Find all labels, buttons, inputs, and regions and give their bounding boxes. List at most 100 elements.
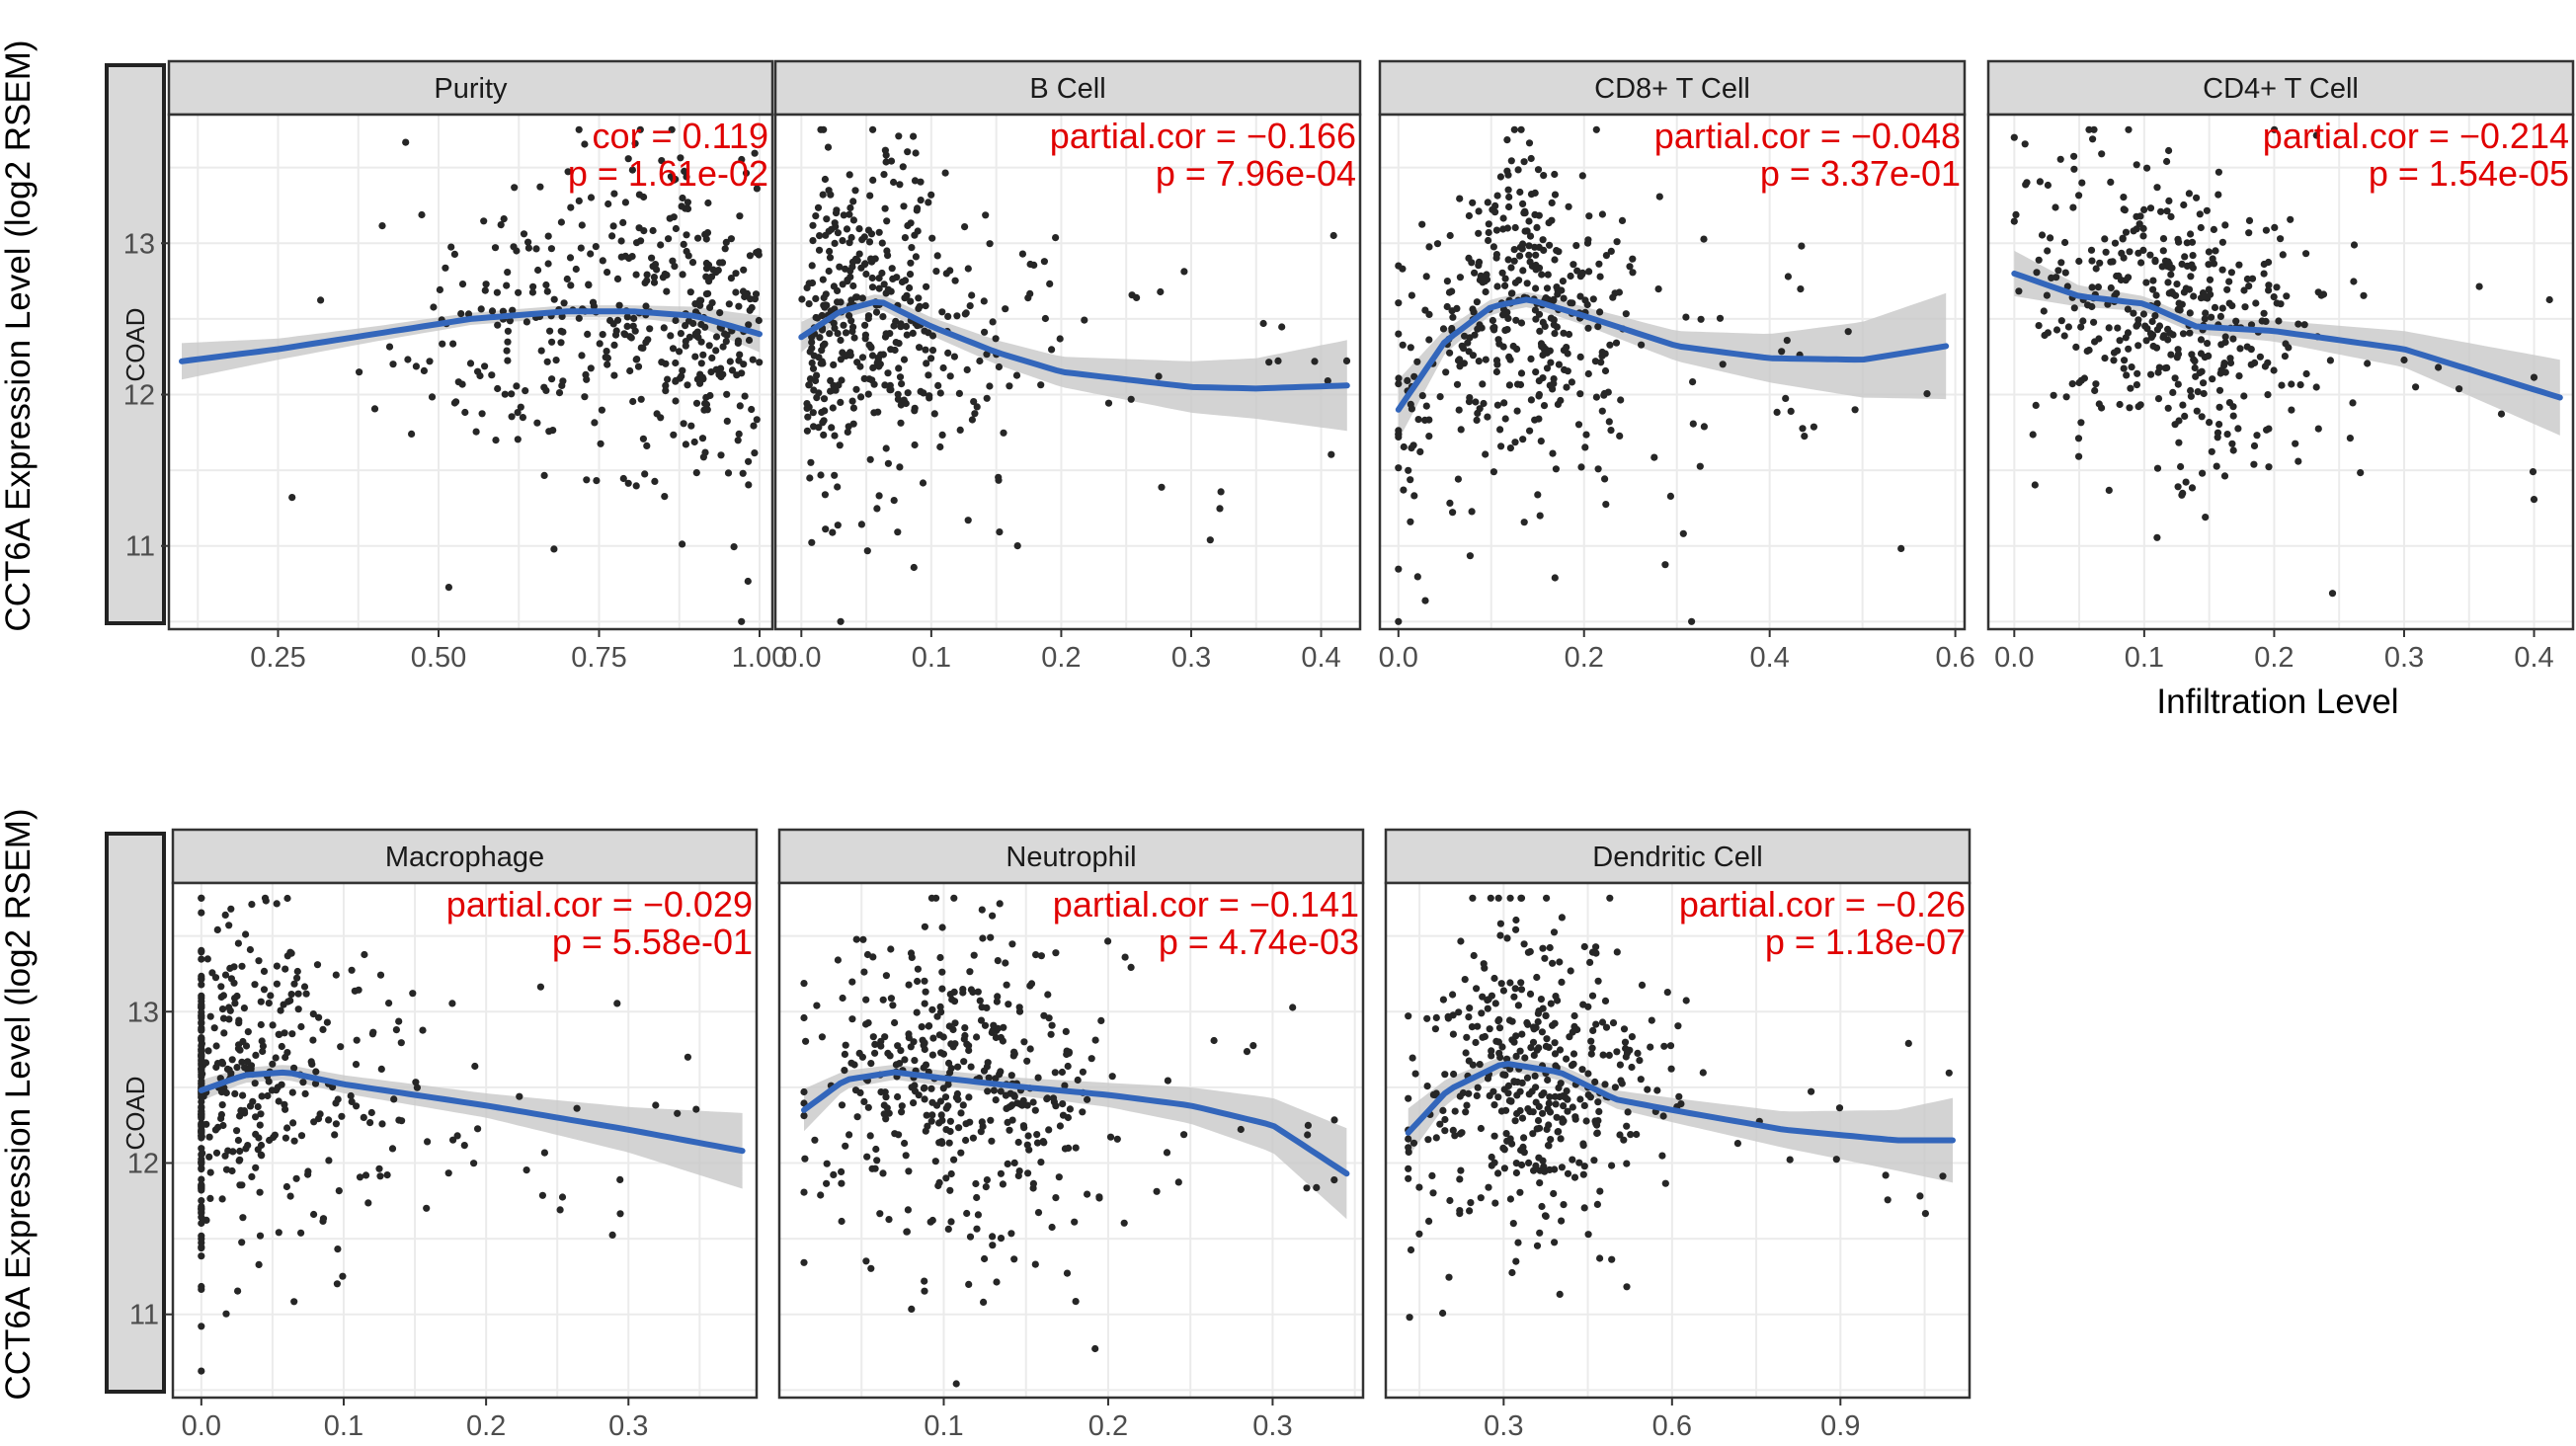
data-point — [1658, 1152, 1666, 1160]
data-point — [637, 344, 645, 352]
data-point — [939, 1050, 948, 1058]
data-point — [257, 1151, 265, 1159]
data-point — [989, 318, 997, 326]
data-point — [1405, 1174, 1412, 1182]
data-point — [1406, 1314, 1413, 1322]
data-point — [2032, 401, 2040, 409]
data-point — [899, 163, 907, 171]
data-point — [1061, 1082, 1069, 1089]
data-point — [988, 1028, 996, 1036]
data-point — [1470, 951, 1478, 960]
data-point — [213, 925, 221, 934]
data-point — [627, 334, 635, 342]
data-point — [1520, 519, 1528, 526]
data-point — [1456, 362, 1464, 370]
data-point — [2350, 241, 2359, 249]
data-point — [961, 1024, 969, 1032]
data-point — [1511, 279, 1519, 286]
data-point — [1531, 416, 1539, 424]
data-point — [1400, 486, 1408, 494]
data-point — [300, 983, 309, 991]
data-point — [1429, 1189, 1437, 1197]
data-point — [1047, 1030, 1055, 1038]
data-point — [917, 197, 925, 204]
data-point — [945, 1139, 953, 1147]
data-point — [1469, 199, 1477, 206]
data-point — [1623, 1283, 1631, 1291]
data-point — [560, 299, 568, 307]
y-axis-title-top: CCT6A Expression Level (log2 RSEM) — [0, 40, 38, 631]
data-point — [2360, 291, 2368, 299]
data-point — [362, 1171, 370, 1179]
data-point — [278, 1042, 285, 1051]
data-point — [2251, 359, 2259, 366]
data-point — [2212, 247, 2219, 255]
data-point — [1020, 1038, 1028, 1046]
data-point — [2250, 442, 2259, 449]
data-point — [984, 1059, 992, 1067]
data-point — [895, 1131, 903, 1139]
loess-fit-line — [179, 308, 763, 364]
data-point — [999, 1037, 1007, 1045]
data-point — [828, 225, 836, 233]
data-point — [575, 314, 583, 322]
data-point — [1527, 396, 1535, 404]
data-point — [492, 437, 500, 444]
data-point — [533, 419, 541, 427]
data-point — [2015, 287, 2023, 295]
data-point — [1551, 330, 1559, 338]
data-point — [335, 1187, 343, 1195]
data-point — [1457, 426, 1465, 434]
data-point — [1015, 1004, 1023, 1011]
data-point — [1465, 1089, 1473, 1097]
data-point — [447, 243, 455, 251]
data-point — [1650, 453, 1658, 461]
data-point — [963, 365, 971, 373]
data-point — [974, 1211, 983, 1219]
data-point — [1329, 231, 1337, 240]
data-point — [2226, 359, 2235, 367]
x-tick-label: 0.0 — [1994, 642, 2034, 674]
data-point — [281, 1029, 288, 1037]
data-point — [260, 986, 269, 994]
panel-border — [1986, 113, 2575, 631]
data-point — [674, 1109, 682, 1117]
data-point — [723, 417, 731, 425]
data-point — [986, 382, 994, 390]
data-point — [1032, 951, 1040, 959]
data-point — [1593, 1121, 1601, 1129]
data-point — [2287, 215, 2294, 223]
data-point — [269, 1060, 277, 1068]
data-point — [894, 395, 903, 403]
data-point — [1551, 256, 1559, 264]
data-point — [1498, 1043, 1506, 1051]
data-point — [1611, 1084, 1619, 1091]
data-point — [1449, 1030, 1457, 1038]
data-point — [742, 169, 751, 177]
data-point — [1548, 199, 1556, 206]
data-point — [986, 240, 994, 248]
data-point — [650, 274, 659, 281]
data-point — [2229, 335, 2237, 343]
data-point — [1569, 1156, 1576, 1164]
data-point — [873, 505, 881, 513]
data-point — [915, 294, 923, 302]
data-point — [2208, 313, 2215, 321]
data-point — [231, 1000, 239, 1007]
data-point — [2228, 440, 2236, 447]
data-point — [2223, 285, 2231, 293]
data-point — [504, 357, 512, 364]
data-point — [1600, 391, 1608, 399]
data-point — [921, 327, 928, 335]
data-point — [2206, 276, 2214, 283]
data-point — [1564, 350, 1571, 358]
data-point — [911, 1082, 919, 1089]
data-point — [316, 1110, 324, 1118]
data-point — [2240, 286, 2248, 294]
data-point — [587, 194, 596, 201]
data-point — [2205, 248, 2213, 256]
data-point — [1549, 1021, 1557, 1029]
data-point — [1484, 1004, 1491, 1012]
data-point — [1835, 1104, 1844, 1112]
data-point — [983, 1004, 991, 1011]
